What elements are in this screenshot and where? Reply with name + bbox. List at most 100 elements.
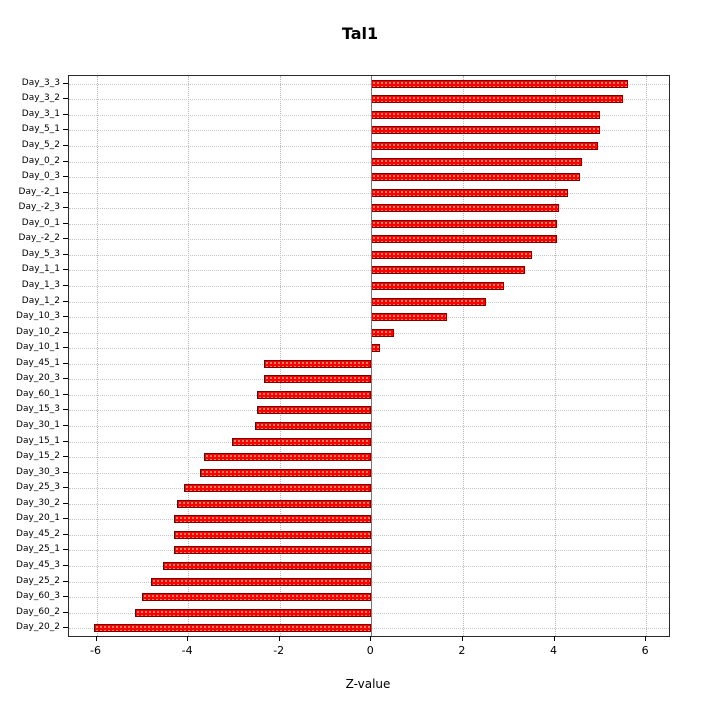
y-category-label: Day_1_1 <box>21 264 60 275</box>
horizontal-gridline <box>69 223 669 225</box>
horizontal-gridline <box>69 301 669 303</box>
bar-Day_60_3 <box>142 593 372 602</box>
y-axis-tick <box>63 425 68 426</box>
bar-Day_1_2 <box>371 297 486 306</box>
bar-Day_1_3 <box>371 282 505 290</box>
y-category-label: Day_10_2 <box>16 326 60 337</box>
y-axis-tick <box>63 331 68 333</box>
y-axis-tick <box>63 533 68 535</box>
x-tick-label: 4 <box>550 644 557 657</box>
y-category-label: Day_1_3 <box>21 280 60 290</box>
y-axis-tick <box>63 176 68 178</box>
x-axis-tick <box>370 636 372 641</box>
y-category-label: Day_15_2 <box>16 451 60 462</box>
y-category-label: Day_45_2 <box>16 528 60 539</box>
y-category-label: Day_5_2 <box>21 140 60 150</box>
bar-Day_3_1 <box>371 110 601 119</box>
y-category-label: Day_15_3 <box>16 404 60 415</box>
y-category-label: Day_25_2 <box>16 575 60 586</box>
x-axis-tick <box>461 636 463 641</box>
y-category-label: Day_-2_3 <box>18 202 60 213</box>
horizontal-gridline <box>69 146 669 147</box>
bar-Day_30_1 <box>254 422 372 430</box>
zero-line <box>371 76 373 636</box>
y-category-label: Day_3_1 <box>21 108 60 119</box>
bar-Day_45_3 <box>162 562 372 570</box>
y-category-label: Day_15_1 <box>16 435 60 446</box>
y-axis-tick <box>63 611 68 613</box>
bar-Day_20_1 <box>174 515 372 524</box>
y-category-label: Day_-2_2 <box>18 233 60 244</box>
x-tick-label: -2 <box>273 644 285 657</box>
y-category-label: Day_10_1 <box>16 342 60 353</box>
bar-Day_1_1 <box>371 266 525 275</box>
vertical-gridline <box>646 76 648 636</box>
bar-Day_5_1 <box>371 126 601 135</box>
horizontal-gridline <box>69 161 669 163</box>
bar-Day_30_2 <box>176 499 372 508</box>
bar-Day_15_3 <box>256 406 372 415</box>
bar-Day_5_2 <box>371 142 598 150</box>
vertical-gridline <box>279 76 281 636</box>
y-category-label: Day_5_1 <box>21 124 60 135</box>
y-axis-tick <box>63 347 68 349</box>
y-category-label: Day_5_3 <box>21 248 60 259</box>
bar-Day_10_1 <box>371 344 381 353</box>
y-axis-tick <box>63 487 68 489</box>
y-category-label: Day_0_2 <box>21 155 60 166</box>
vertical-gridline <box>188 76 190 636</box>
y-category-label: Day_30_1 <box>16 420 60 430</box>
horizontal-gridline <box>69 254 669 256</box>
y-axis-tick <box>63 129 68 131</box>
horizontal-gridline <box>69 332 669 334</box>
horizontal-gridline <box>69 208 669 210</box>
x-tick-label: 0 <box>366 644 374 657</box>
y-category-label: Day_20_1 <box>16 513 60 524</box>
bar-Day_25_2 <box>151 577 372 586</box>
y-axis-tick <box>63 222 68 224</box>
bar-Day_3_2 <box>371 95 624 104</box>
y-category-label: Day_45_3 <box>16 560 60 570</box>
bar-Day_30_3 <box>199 468 372 477</box>
bar-Day_25_3 <box>183 484 372 493</box>
x-axis-tick <box>95 636 97 641</box>
horizontal-gridline <box>69 177 669 179</box>
y-axis-tick <box>63 238 68 240</box>
y-category-label: Day_0_1 <box>21 217 60 228</box>
y-axis-tick <box>63 145 68 146</box>
y-axis-tick <box>63 549 68 551</box>
vertical-gridline <box>462 76 464 636</box>
y-axis-tick <box>63 409 68 411</box>
y-axis-tick <box>63 580 68 582</box>
x-tick-label: -4 <box>181 644 193 657</box>
y-axis-tick <box>63 253 68 255</box>
y-category-label: Day_1_2 <box>21 295 60 306</box>
bar-Day_20_2 <box>94 624 372 633</box>
bar-Day_0_2 <box>371 157 582 166</box>
y-axis-tick <box>63 362 68 364</box>
y-axis-tick <box>63 113 68 115</box>
y-axis-tick <box>63 98 68 100</box>
y-category-label: Day_20_3 <box>16 373 60 384</box>
bar-Day_45_2 <box>174 530 372 539</box>
y-category-label: Day_25_1 <box>16 544 60 555</box>
bar-Day_60_2 <box>135 608 372 617</box>
y-axis-tick <box>63 269 68 271</box>
bar-Day_25_1 <box>174 546 372 555</box>
bar-Day_-2_1 <box>371 188 569 197</box>
horizontal-gridline <box>69 192 669 194</box>
bar-Day_0_1 <box>371 219 557 228</box>
bar-Day_3_3 <box>371 79 628 88</box>
y-axis-tick <box>63 456 68 458</box>
bar-Day_15_1 <box>231 437 372 446</box>
vertical-gridline <box>554 76 556 636</box>
x-axis-tick <box>645 636 647 641</box>
plot-area <box>68 75 670 637</box>
horizontal-gridline <box>69 99 669 101</box>
y-axis-tick <box>63 627 68 629</box>
y-category-label: Day_60_3 <box>16 591 60 602</box>
x-tick-label: -6 <box>90 644 101 657</box>
horizontal-gridline <box>69 270 669 272</box>
y-axis-tick <box>63 518 68 520</box>
